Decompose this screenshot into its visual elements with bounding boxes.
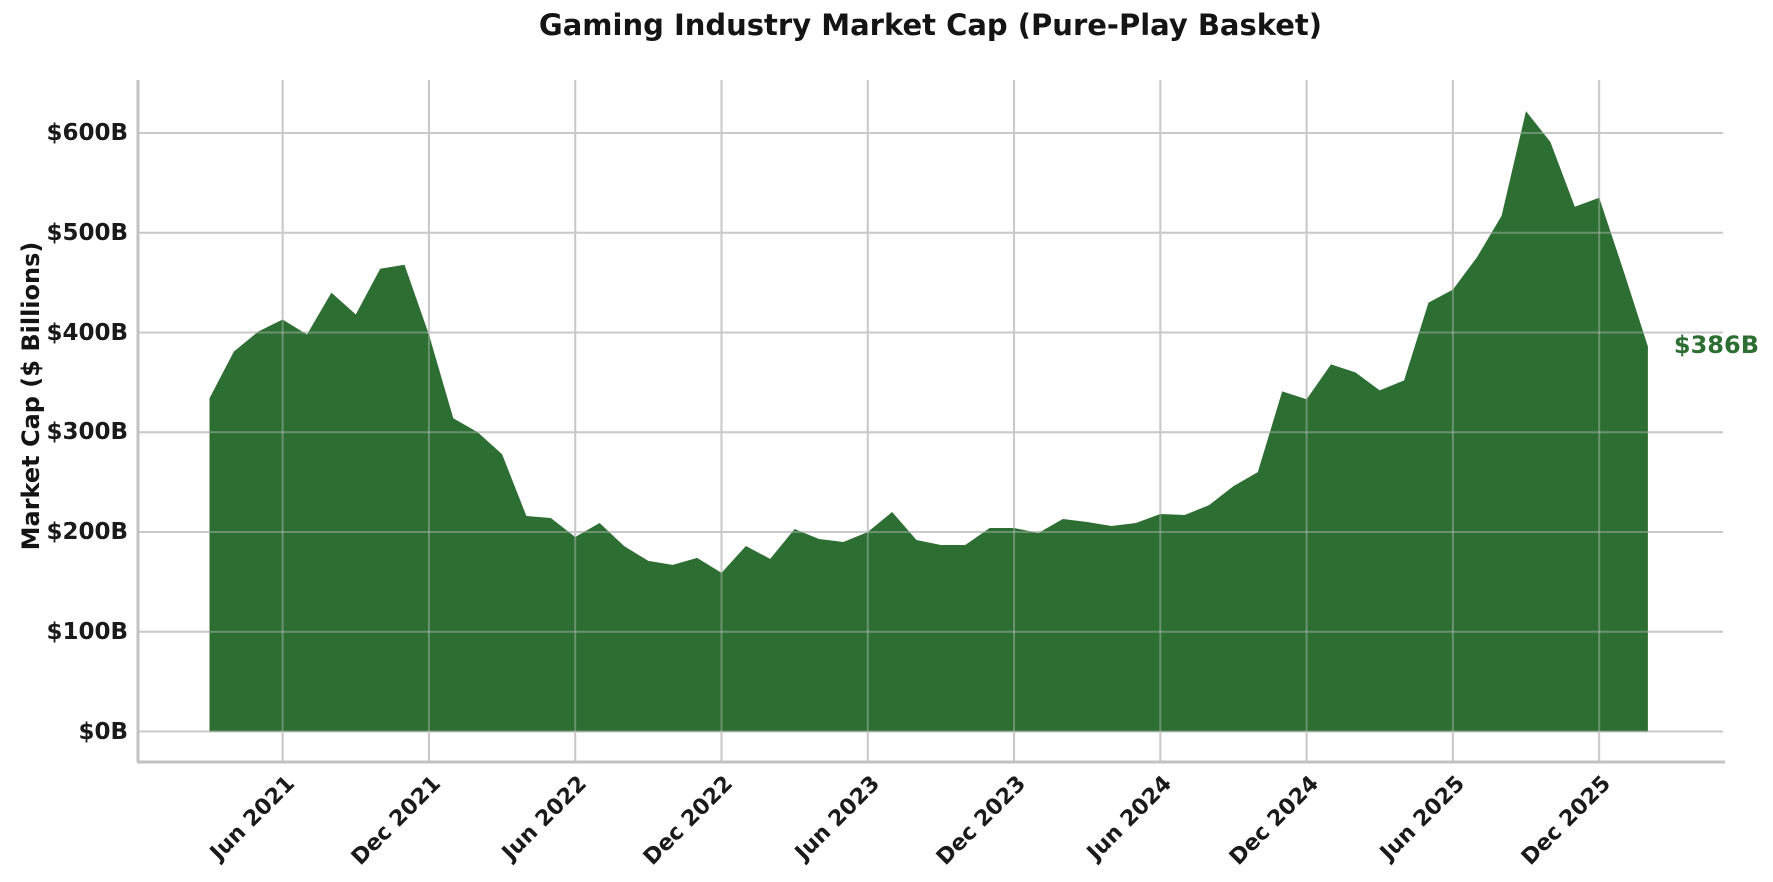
y-tick-label: $300B [46, 419, 128, 446]
y-tick-label: $0B [78, 718, 128, 745]
y-tick-label: $100B [46, 618, 128, 645]
y-tick-label: $200B [46, 519, 128, 545]
y-tick-label: $400B [46, 319, 128, 346]
final-value-annotation: $386B [1673, 331, 1759, 360]
y-tick-label: $600B [46, 120, 128, 146]
market-cap-area [209, 111, 1648, 732]
chart-title: Gaming Industry Market Cap (Pure-Play Ba… [538, 8, 1323, 42]
y-tick-label: $500B [46, 219, 128, 246]
